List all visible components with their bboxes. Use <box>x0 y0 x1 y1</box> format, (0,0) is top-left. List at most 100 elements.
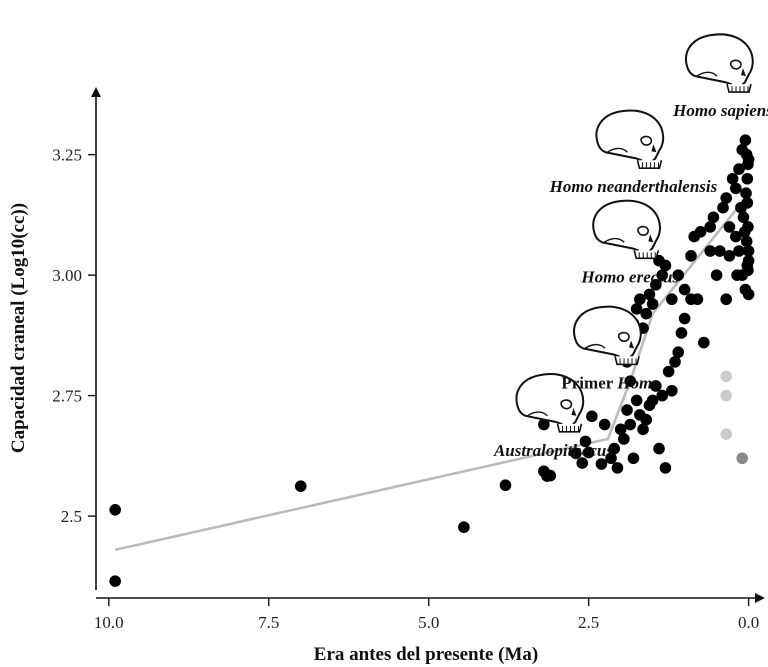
data-point <box>662 365 675 378</box>
data-point <box>109 575 121 587</box>
data-point <box>646 394 659 407</box>
data-point <box>741 172 754 185</box>
y-tick-label: 2.5 <box>61 507 82 526</box>
data-point <box>598 418 611 431</box>
data-point <box>627 452 640 465</box>
y-tick-label: 2.75 <box>52 387 82 406</box>
data-point <box>643 288 656 301</box>
skull-homo-erectus-icon <box>592 199 661 260</box>
data-point <box>294 480 307 492</box>
data-point <box>707 211 720 224</box>
data-point <box>608 442 621 455</box>
data-point <box>624 418 637 431</box>
species-label: Homo sapiens <box>672 101 768 120</box>
species-label-plain: Primer <box>561 373 617 392</box>
species-label: Australopithecus <box>493 441 613 460</box>
skull-neanderthal-icon <box>595 109 665 170</box>
species-label: Homo neanderthalensis <box>549 177 718 196</box>
x-axis: 10.0 7.5 5.0 2.5 0.0 <box>94 593 765 632</box>
data-point <box>720 389 733 402</box>
data-point <box>723 221 736 233</box>
data-point <box>737 211 750 224</box>
data-point <box>678 283 691 296</box>
data-point <box>656 389 669 402</box>
data-point <box>742 288 755 301</box>
data-point <box>666 384 678 397</box>
x-tick-label: 7.5 <box>258 613 279 632</box>
data-point <box>637 423 649 436</box>
data-point <box>646 298 659 310</box>
annotations-layer: Australopithecus Primer Homo Homo erectus H… <box>493 33 768 460</box>
x-ticks: 10.0 7.5 5.0 2.5 0.0 <box>94 598 759 632</box>
data-point <box>742 245 755 257</box>
y-axis-title: Capacidad craneal (Log10(cc)) <box>8 203 29 453</box>
data-point <box>672 269 685 281</box>
data-point <box>621 404 633 416</box>
y-tick-label: 3.00 <box>52 266 82 285</box>
species-label-italic: Homo <box>616 373 660 392</box>
x-axis-title: Era antes del presente (Ma) <box>314 644 538 665</box>
data-point <box>720 293 733 306</box>
skull-homo-sapiens-icon <box>685 33 754 94</box>
data-point <box>538 418 550 431</box>
data-point <box>740 187 752 199</box>
data-point <box>704 221 717 233</box>
y-ticks: 2.5 2.75 3.00 3.25 <box>52 146 96 526</box>
data-point <box>733 245 745 257</box>
data-point <box>582 446 595 459</box>
data-point <box>630 394 643 407</box>
species-label: Primer Homo <box>561 373 660 392</box>
species-annotation: Homo sapiens <box>672 33 768 120</box>
data-point <box>704 245 717 257</box>
data-point <box>570 447 582 460</box>
data-point <box>720 192 733 204</box>
skull-early-homo-icon <box>573 305 642 366</box>
data-point <box>723 250 736 262</box>
data-point <box>688 230 701 243</box>
data-point <box>733 163 745 175</box>
data-point <box>742 153 755 166</box>
data-point <box>717 201 729 214</box>
data-point <box>656 269 669 281</box>
data-point <box>634 293 646 306</box>
data-point <box>109 504 121 516</box>
data-point <box>650 278 662 291</box>
species-label: Homo erectus <box>580 267 679 286</box>
data-point <box>630 303 643 315</box>
data-point <box>659 462 672 474</box>
data-point <box>624 375 637 387</box>
data-point <box>678 312 691 325</box>
data-point <box>614 423 627 436</box>
data-point <box>736 452 749 465</box>
data-point <box>675 327 688 339</box>
x-tick-label: 2.5 <box>578 613 599 632</box>
data-point <box>731 269 743 281</box>
data-point <box>720 428 733 440</box>
data-point <box>714 245 726 257</box>
data-point <box>738 225 751 238</box>
species-annotation: Homo neanderthalensis <box>549 109 718 196</box>
data-point <box>653 442 665 455</box>
data-point <box>742 264 754 277</box>
data-point <box>739 134 752 146</box>
x-tick-label: 10.0 <box>94 613 124 632</box>
data-point <box>611 462 624 474</box>
x-tick-label: 0.0 <box>738 613 759 632</box>
data-point <box>726 172 739 185</box>
data-point <box>659 259 672 272</box>
data-point <box>710 269 723 281</box>
data-point <box>685 250 697 262</box>
data-point <box>691 293 704 306</box>
points-layer <box>109 134 755 587</box>
data-point <box>458 521 470 533</box>
y-axis: 2.5 2.75 3.00 3.25 <box>52 87 101 590</box>
data-point <box>698 336 710 349</box>
data-point <box>742 254 755 267</box>
data-point <box>720 370 733 383</box>
data-point <box>650 380 662 392</box>
data-point <box>595 458 608 470</box>
data-point <box>499 479 512 492</box>
data-point <box>669 356 681 368</box>
data-point <box>618 433 630 445</box>
